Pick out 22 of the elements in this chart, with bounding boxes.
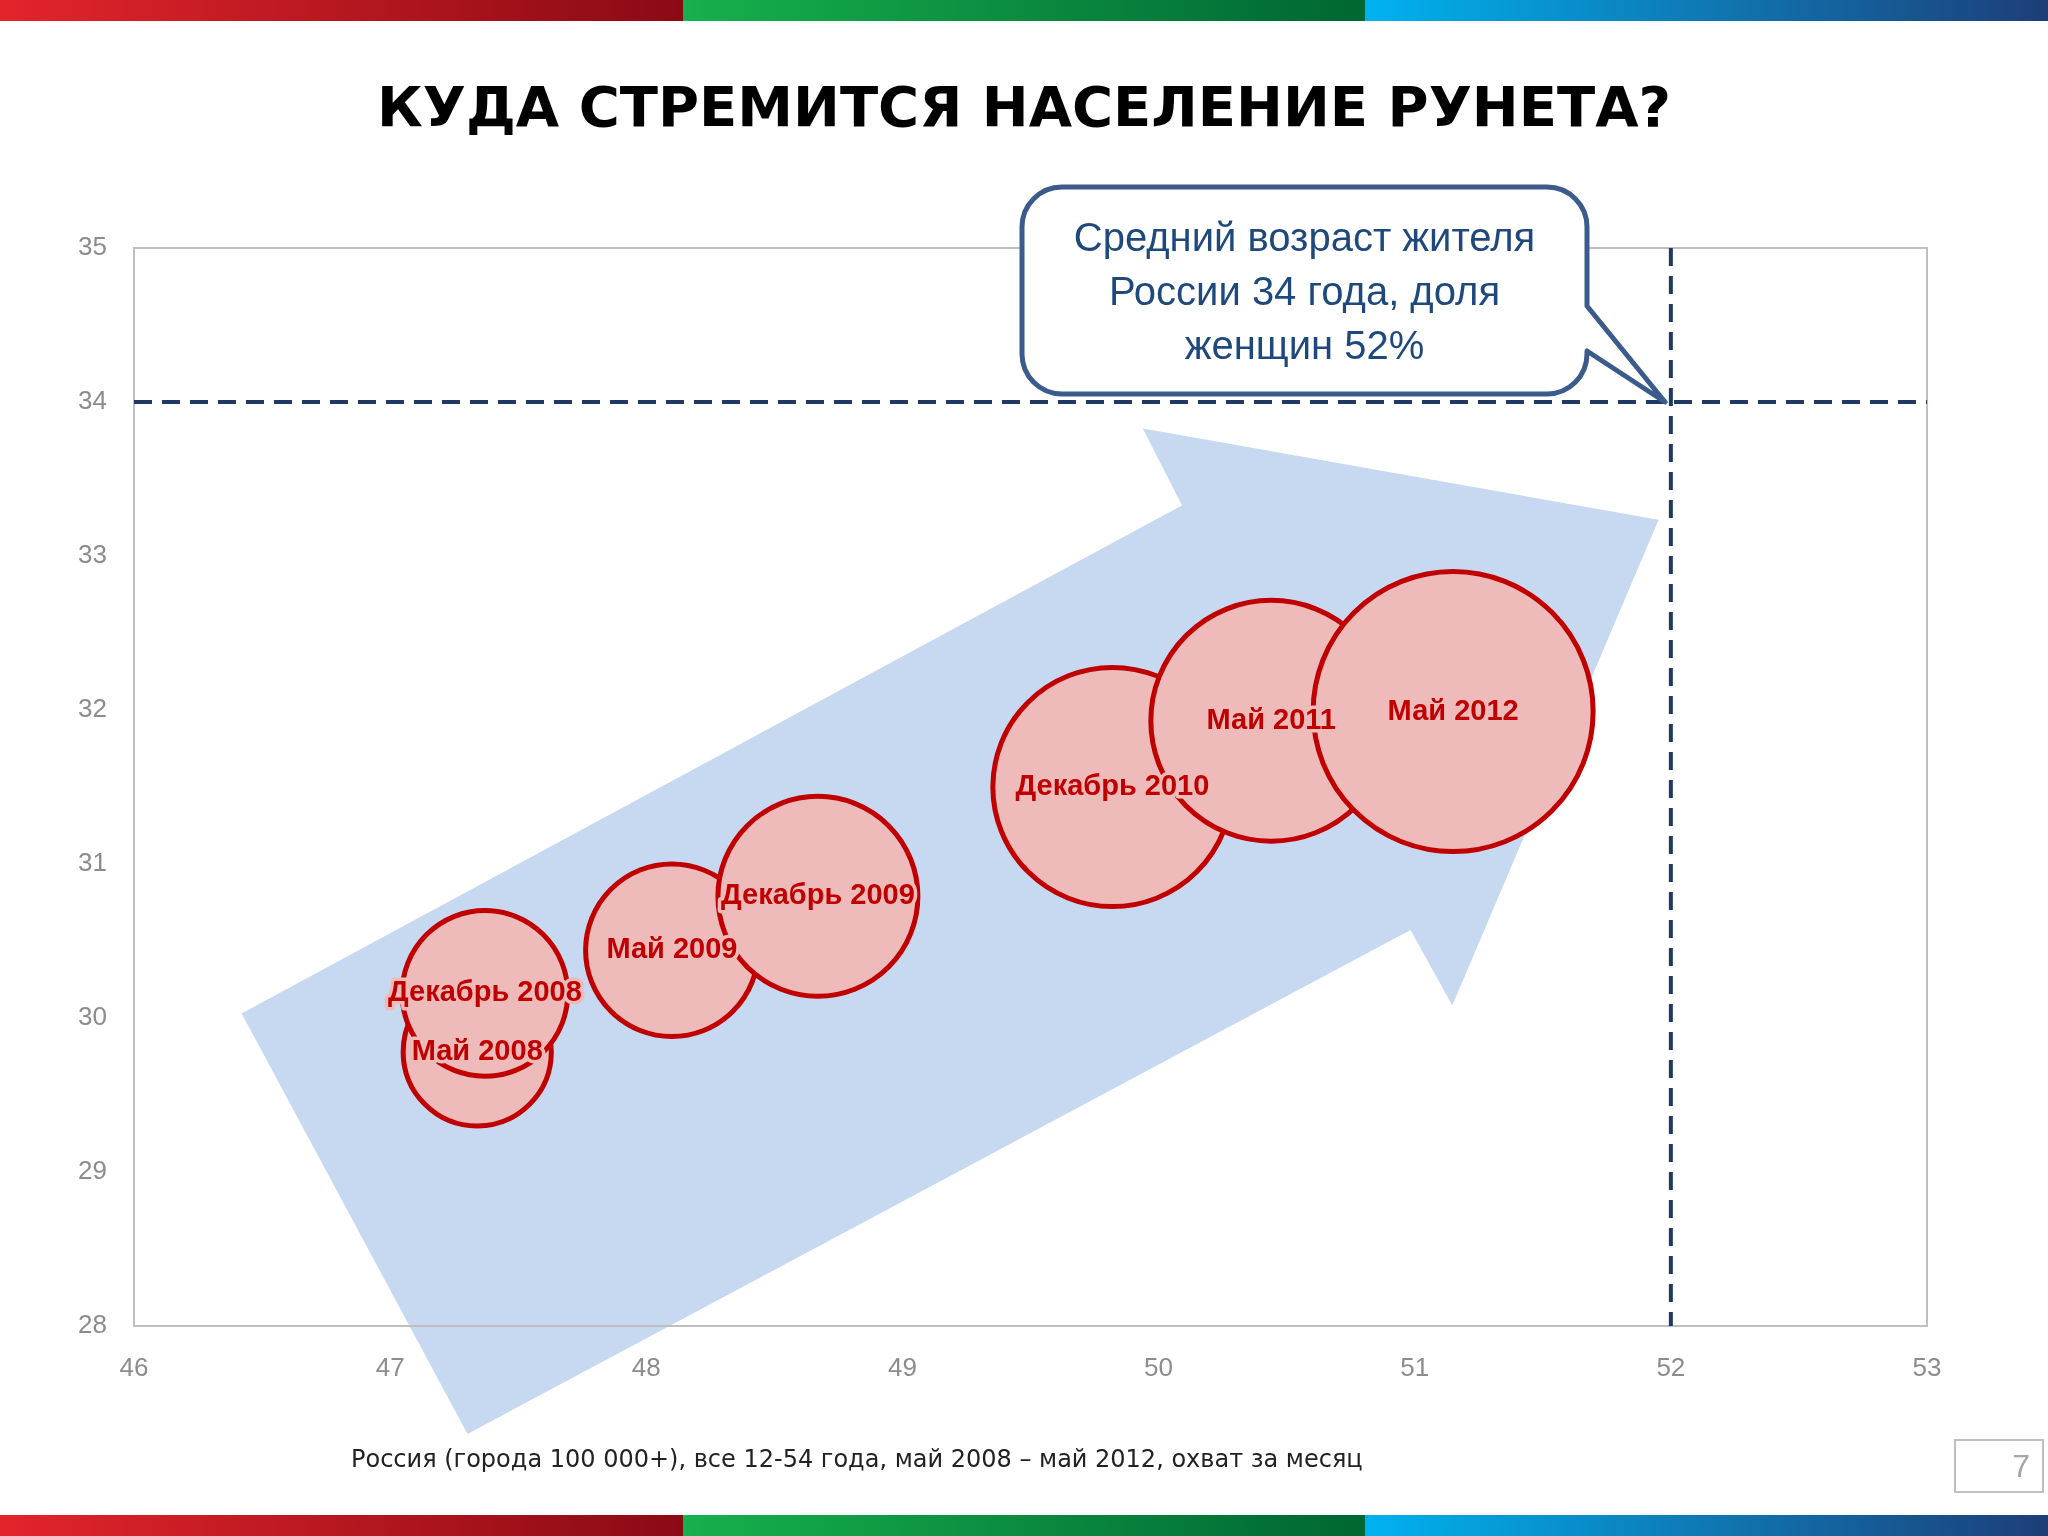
text: Россия (города 100 000+), все 12-54 года, май 2008 – май 2012, охват за месяц — [351, 1445, 1363, 1473]
x-tick-label: 52 — [1656, 1351, 1686, 1382]
y-tick-label: 35 — [78, 231, 107, 262]
series-label: Декабрь 2009 — [721, 878, 915, 911]
x-tick-label: 47 — [375, 1351, 405, 1382]
y-tick-label: 28 — [78, 1309, 107, 1340]
x-tick-label: 50 — [1144, 1351, 1174, 1382]
x-tick-label: 49 — [887, 1351, 917, 1382]
series-label: Май 2012 — [1387, 693, 1519, 726]
y-tick-label: 29 — [78, 1155, 107, 1186]
x-tick-label: 46 — [119, 1351, 149, 1382]
y-tick-label: 34 — [78, 385, 107, 416]
y-tick-label: 33 — [78, 539, 107, 570]
y-tick-label: 32 — [78, 693, 107, 724]
x-tick-label: 51 — [1400, 1351, 1430, 1382]
x-tick-label: 53 — [1912, 1351, 1942, 1382]
annotation: Средний возраст жителя России 34 года, доля женщин 52% — [1072, 213, 1537, 369]
chart-title: КУДА СТРЕМИТСЯ НАСЕЛЕНИЕ РУНЕТА? — [377, 73, 1671, 141]
text: 7 — [2012, 1448, 2030, 1484]
y-tick-label: 30 — [78, 1001, 107, 1032]
x-tick-label: 48 — [631, 1351, 661, 1382]
y-tick-label: 31 — [78, 847, 107, 878]
